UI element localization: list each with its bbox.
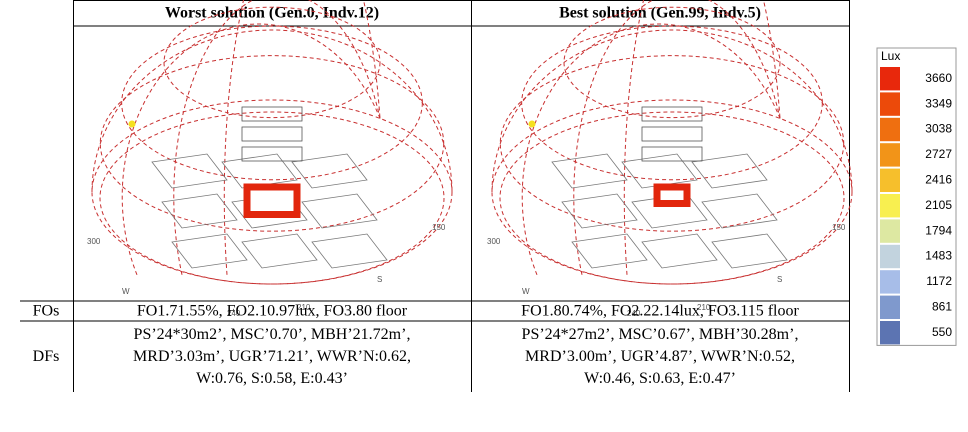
legend-swatch bbox=[880, 67, 900, 90]
column-header: Best solution (Gen.99, Indv.5) bbox=[559, 5, 761, 22]
compass-label: S bbox=[377, 275, 382, 284]
cell-text: PS’24*27m2’, MSC’0.67’, MBH’30.28m’, bbox=[522, 326, 799, 343]
legend-swatch bbox=[880, 194, 900, 217]
grid-room bbox=[572, 234, 647, 268]
dome-arc bbox=[574, 0, 780, 275]
legend-swatch bbox=[880, 270, 900, 293]
cell-text: FO1.71.55%, FO2.10.97lux, FO3.80 floor bbox=[137, 303, 408, 320]
box-frame bbox=[242, 107, 302, 121]
legend-value: 2105 bbox=[925, 198, 952, 212]
box-frame bbox=[642, 127, 702, 141]
dome-arc bbox=[92, 30, 452, 192]
figure: Worst solution (Gen.0, Indv.12)Best solu… bbox=[0, 0, 968, 427]
compass-label: W bbox=[522, 287, 530, 296]
box-frame bbox=[242, 147, 302, 161]
dome-ring bbox=[164, 7, 380, 117]
legend-value: 3349 bbox=[925, 96, 952, 110]
legend-value: 2727 bbox=[925, 147, 952, 161]
dome-ring bbox=[564, 7, 780, 117]
cell-text: W:0.76, S:0.58, E:0.43’ bbox=[196, 370, 348, 387]
sun bbox=[529, 121, 536, 128]
legend-swatch bbox=[880, 118, 900, 141]
compass-label: 300 bbox=[87, 237, 101, 246]
legend-swatch bbox=[880, 296, 900, 319]
box-frame bbox=[642, 147, 702, 161]
cell-text: MRD’3.03m’, UGR’71.21’, WWR’N:0.62, bbox=[133, 348, 411, 365]
compass-label: 300 bbox=[487, 237, 501, 246]
grid-room bbox=[152, 154, 227, 188]
legend-value: 550 bbox=[932, 325, 952, 339]
cell-text: PS’24*30m2’, MSC’0.70’, MBH’21.72m’, bbox=[134, 326, 411, 343]
legend-swatch bbox=[880, 143, 900, 166]
dome-arc bbox=[122, 24, 380, 275]
legend-swatch bbox=[880, 92, 900, 115]
cell-text: W:0.46, S:0.63, E:0.47’ bbox=[584, 370, 736, 387]
legend-value: 2416 bbox=[925, 172, 952, 186]
sun bbox=[129, 121, 136, 128]
legend-value: 1794 bbox=[925, 223, 952, 237]
legend-value: 3660 bbox=[925, 71, 952, 85]
legend-swatch bbox=[880, 169, 900, 192]
lux-room bbox=[657, 187, 687, 204]
row-label: FOs bbox=[33, 303, 60, 320]
row-label: DFs bbox=[33, 348, 60, 365]
grid-room bbox=[702, 194, 777, 228]
grid-room bbox=[552, 154, 627, 188]
legend-value: 3038 bbox=[925, 122, 952, 136]
lux-room bbox=[247, 187, 297, 215]
grid-room bbox=[172, 234, 247, 268]
grid-room bbox=[292, 154, 367, 188]
grid-room bbox=[222, 154, 297, 188]
compass-label: 150 bbox=[832, 223, 846, 232]
legend-swatch bbox=[880, 219, 900, 242]
legend-value: 1172 bbox=[926, 274, 952, 288]
compass-label: W bbox=[122, 287, 130, 296]
grid-room bbox=[242, 234, 317, 268]
grid-room bbox=[302, 194, 377, 228]
cell-text: MRD’3.00m’, UGR’4.87’, WWR’N:0.52, bbox=[525, 348, 795, 365]
legend-swatch bbox=[880, 245, 900, 268]
compass-label: S bbox=[777, 275, 782, 284]
box-frame bbox=[242, 127, 302, 141]
dome-arc bbox=[492, 30, 852, 192]
legend-swatch bbox=[880, 321, 900, 344]
cell-text: FO1.80.74%, FO2.22.14lux, FO3.115 floor bbox=[521, 303, 799, 320]
grid-room bbox=[692, 154, 767, 188]
box-frame bbox=[642, 107, 702, 121]
dome-arc bbox=[522, 24, 780, 275]
compass-label: 150 bbox=[432, 223, 446, 232]
grid-room bbox=[622, 154, 697, 188]
legend-value: 1483 bbox=[925, 249, 952, 263]
grid-room bbox=[712, 234, 787, 268]
legend-value: 861 bbox=[932, 299, 952, 313]
dome-arc bbox=[174, 0, 380, 275]
grid-room bbox=[642, 234, 717, 268]
legend-title: Lux bbox=[881, 49, 900, 63]
grid-room bbox=[312, 234, 387, 268]
